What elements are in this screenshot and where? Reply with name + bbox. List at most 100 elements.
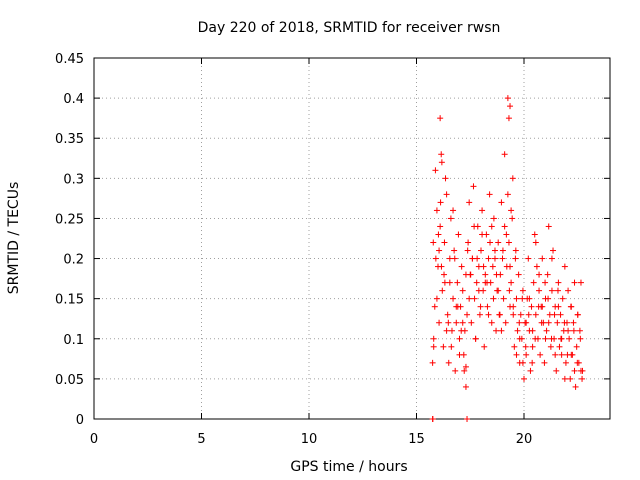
data-point	[432, 167, 439, 174]
data-point	[502, 319, 509, 326]
data-point	[523, 319, 530, 326]
data-point	[528, 303, 535, 310]
data-point	[558, 351, 565, 358]
data-point	[436, 247, 443, 254]
y-tick-label: 0.35	[55, 132, 84, 147]
y-tick-label: 0.1	[63, 333, 84, 348]
data-point	[441, 239, 448, 246]
data-point	[479, 231, 486, 238]
data-point	[471, 223, 478, 230]
data-point	[501, 223, 508, 230]
data-point	[529, 327, 536, 334]
data-point	[532, 239, 539, 246]
data-point	[479, 207, 486, 214]
data-point	[458, 327, 465, 334]
data-point	[579, 367, 586, 374]
data-point	[478, 247, 484, 254]
data-point	[567, 375, 574, 382]
data-point	[454, 279, 461, 286]
data-point	[490, 215, 497, 222]
x-axis-label: GPS time / hours	[290, 459, 407, 475]
data-point	[561, 263, 568, 270]
data-point	[529, 343, 536, 350]
data-point	[462, 363, 469, 370]
data-point	[445, 319, 452, 326]
y-tick-label: 0.15	[55, 293, 84, 308]
data-point	[433, 207, 440, 214]
data-point	[545, 223, 552, 230]
data-point	[459, 319, 466, 326]
data-point	[538, 319, 545, 326]
y-tick-label: 0.2	[63, 253, 84, 268]
data-point	[508, 279, 515, 286]
y-tick-label: 0	[76, 413, 84, 428]
data-point	[565, 287, 572, 294]
axis-ticks	[93, 57, 610, 420]
data-point	[455, 231, 462, 238]
data-point	[547, 343, 554, 350]
data-point	[441, 271, 448, 278]
data-point	[566, 335, 573, 342]
data-point	[433, 295, 440, 302]
data-point	[496, 311, 503, 318]
y-axis-label: SRMTID / TECUs	[6, 182, 22, 295]
data-point	[488, 223, 495, 230]
data-point	[570, 319, 577, 326]
data-point	[519, 295, 526, 302]
data-point	[451, 255, 458, 262]
data-point	[519, 359, 526, 366]
data-point	[510, 303, 517, 310]
data-point	[437, 223, 444, 230]
data-point	[447, 215, 454, 222]
data-point	[514, 327, 521, 334]
data-point	[577, 335, 584, 342]
data-point	[536, 287, 543, 294]
data-point	[432, 255, 439, 262]
data-point	[517, 311, 524, 318]
data-point	[437, 115, 444, 122]
data-point	[522, 343, 529, 350]
data-point	[429, 359, 436, 366]
data-point	[574, 311, 581, 318]
data-point	[557, 335, 564, 342]
data-point	[440, 343, 447, 350]
data-point	[499, 247, 506, 254]
data-point	[464, 416, 471, 422]
data-point	[443, 327, 450, 334]
data-point	[577, 279, 584, 286]
data-point	[442, 175, 449, 182]
x-tick-label: 15	[408, 432, 425, 447]
data-point	[574, 359, 581, 366]
data-point	[525, 255, 532, 262]
data-point	[542, 335, 549, 342]
data-point	[573, 343, 580, 350]
data-point	[488, 319, 495, 326]
data-point	[429, 416, 436, 422]
data-point	[571, 367, 578, 374]
data-point	[556, 343, 563, 350]
data-point	[438, 159, 445, 166]
data-point	[545, 319, 552, 326]
data-point	[557, 311, 564, 318]
data-point	[484, 303, 491, 310]
data-point	[487, 239, 494, 246]
data-point	[441, 279, 448, 286]
data-point	[466, 295, 473, 302]
data-point	[565, 327, 572, 334]
plot-frame	[93, 57, 611, 420]
data-point	[495, 239, 502, 246]
data-point	[506, 287, 513, 294]
x-tick-label: 5	[197, 432, 205, 447]
data-point	[559, 295, 566, 302]
data-point	[548, 255, 555, 262]
data-point	[570, 327, 577, 334]
data-point	[491, 255, 498, 262]
data-point	[554, 287, 561, 294]
data-point	[437, 199, 444, 206]
data-point	[495, 287, 502, 294]
data-point	[489, 263, 496, 270]
data-point	[430, 239, 437, 246]
data-point	[459, 287, 466, 294]
data-point	[579, 375, 586, 382]
